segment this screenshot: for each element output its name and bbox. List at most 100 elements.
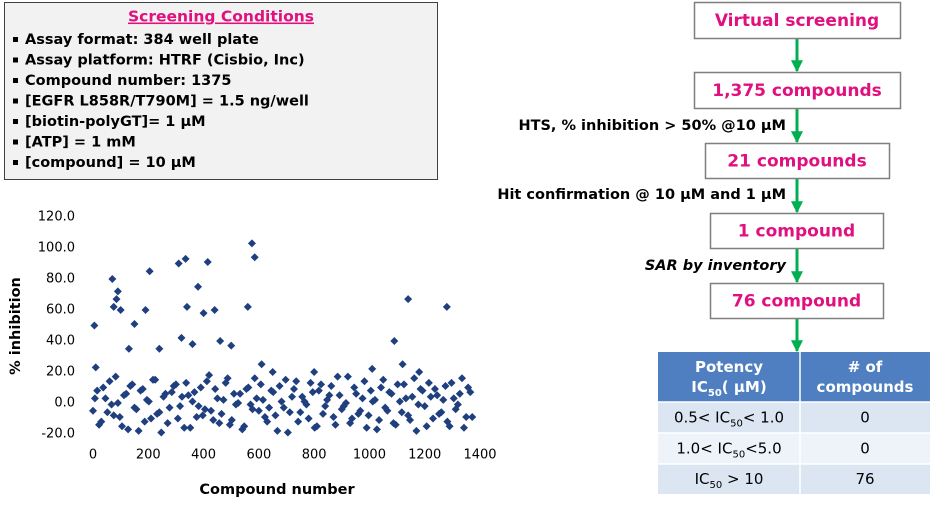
point (207, 406, 216, 415)
point (90, 394, 99, 403)
point (145, 267, 154, 276)
point (260, 412, 269, 421)
point (250, 374, 259, 383)
point (257, 360, 266, 369)
x-tick-label: 1200 (408, 448, 441, 463)
point (124, 344, 133, 353)
point (192, 412, 201, 421)
point (157, 428, 166, 437)
text-segment: 1.0< IC (676, 439, 732, 457)
point (194, 282, 203, 291)
point (358, 394, 367, 403)
bullet (13, 160, 18, 165)
point (360, 377, 369, 386)
point (161, 389, 170, 398)
bullet (13, 98, 18, 104)
point (277, 397, 286, 406)
point (408, 392, 417, 401)
table-cell-text: IC50 > 10 (695, 470, 764, 491)
text-segment: 76 (855, 470, 874, 488)
text-segment: 0 (860, 439, 870, 457)
flow-transition: Hit confirmation @ 10 μM and 1 μM (497, 187, 786, 203)
point (210, 306, 219, 314)
flow-box (693, 71, 902, 110)
point (296, 408, 305, 417)
table-row-bg (658, 402, 930, 433)
point (304, 414, 313, 423)
point (112, 295, 121, 304)
point (426, 392, 435, 401)
point (399, 380, 408, 389)
flow-box (709, 212, 885, 250)
table-cell-text: 1.0< IC50<5.0 (676, 439, 781, 460)
point (188, 340, 197, 349)
point (90, 321, 99, 330)
y-tick-label: 20.0 (46, 365, 75, 380)
point (447, 378, 456, 387)
point (115, 412, 124, 421)
point (128, 380, 137, 389)
point (306, 378, 315, 387)
point (113, 399, 122, 407)
x-tick-label: 0 (89, 448, 97, 463)
point (302, 400, 311, 409)
point (389, 419, 398, 428)
point (227, 341, 236, 350)
point (178, 392, 187, 401)
bullet (13, 57, 18, 63)
point (181, 254, 190, 263)
point (250, 253, 259, 262)
point (184, 391, 193, 400)
point (415, 368, 424, 376)
point (209, 416, 218, 425)
point (356, 406, 365, 415)
point (202, 377, 211, 386)
point (406, 416, 415, 425)
y-tick-label: 40.0 (46, 334, 75, 349)
point (455, 389, 464, 398)
point (458, 374, 467, 383)
point (91, 363, 100, 372)
point (379, 375, 388, 384)
point (265, 403, 274, 412)
point (111, 372, 120, 381)
point (136, 386, 145, 395)
point (435, 409, 444, 418)
text-segment: < 1.0 (743, 408, 784, 426)
point (281, 375, 290, 384)
flow-step: 21 compounds (727, 152, 866, 172)
point (352, 389, 361, 398)
point (273, 426, 282, 435)
point (393, 380, 402, 389)
point (395, 397, 404, 406)
point (269, 388, 278, 397)
point (240, 422, 249, 431)
x-tick-label: 600 (246, 448, 271, 463)
point (329, 412, 338, 421)
flow-transition: SAR by inventory (645, 258, 787, 274)
point (134, 426, 143, 435)
text-segment: IC (695, 470, 710, 488)
point (89, 406, 97, 415)
point (163, 419, 172, 428)
point (441, 381, 450, 390)
point (310, 368, 319, 376)
point (254, 406, 263, 415)
flow-step: 76 compound (732, 292, 861, 312)
text-segment: ( μM) (722, 378, 767, 396)
point (464, 383, 473, 392)
point (188, 397, 197, 406)
point (107, 400, 116, 409)
flow-box (709, 282, 885, 320)
point (377, 383, 386, 392)
conditions-title: Screening Conditions (128, 8, 314, 26)
flow-step: 1,375 compounds (712, 81, 882, 101)
point (101, 394, 110, 403)
point (248, 405, 257, 414)
point (283, 428, 292, 437)
point (468, 412, 477, 421)
condition-item: Compound number: 1375 (25, 73, 231, 89)
y-axis-label: % inhibition (8, 277, 24, 375)
point (412, 426, 421, 435)
